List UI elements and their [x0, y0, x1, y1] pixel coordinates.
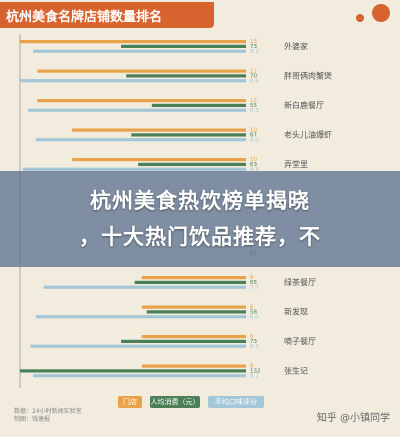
- bar-series-2: [131, 133, 246, 137]
- category-label: 老头儿油爆虾: [284, 130, 332, 140]
- source-line-2: 制图：钱塘报: [14, 416, 51, 423]
- bar-value-label: 8.3: [250, 108, 259, 114]
- headline-overlay: 杭州美食热饮榜单揭晓 ，十大热门饮品推荐，不: [0, 171, 400, 267]
- bar-value-label: 63: [250, 162, 257, 168]
- bar-series-3: [35, 315, 246, 319]
- bar-series-2: [20, 369, 246, 373]
- headline-line-2: ，十大热门饮品推荐，不: [79, 225, 321, 249]
- category-label: 胖哥俩肉蟹煲: [284, 71, 332, 81]
- bar-series-3: [33, 374, 247, 378]
- bar-series-3: [22, 167, 247, 171]
- bar-value-label: 65: [250, 280, 257, 286]
- category-label: 弄堂里: [284, 159, 308, 169]
- bar-value-label: 6: [250, 305, 254, 311]
- headline-line-1: 杭州美食热饮榜单揭晓: [90, 189, 310, 213]
- bar-value-label: 12: [250, 98, 257, 104]
- bar-value-label: 13: [250, 39, 257, 45]
- bar-series-3: [35, 138, 246, 142]
- source-note: 数据：24小时新闻实验室 制图：钱塘报: [14, 408, 82, 424]
- bar-series-1: [37, 99, 247, 103]
- category-label: 张生记: [284, 366, 308, 376]
- bar-value-label: 6: [250, 364, 254, 370]
- bar-value-label: 58: [250, 310, 257, 316]
- dot-icon: [372, 4, 390, 22]
- bar-value-label: 10: [250, 128, 257, 134]
- bar-value-label: 73: [250, 339, 257, 345]
- bar-series-2: [121, 339, 246, 343]
- bar-value-label: 8.6: [250, 78, 259, 84]
- bar-value-label: 73: [250, 44, 257, 50]
- legend-item-stores: 门店: [118, 396, 142, 408]
- bar-series-3: [33, 49, 247, 53]
- bar-value-label: 8.1: [250, 373, 259, 379]
- bar-series-2: [134, 280, 246, 284]
- bar-value-label: 132: [250, 369, 261, 375]
- bar-series-3: [43, 285, 247, 289]
- bar-series-1: [37, 69, 247, 73]
- bar-series-1: [72, 128, 247, 132]
- bar-series-2: [138, 162, 246, 166]
- bar-value-label: 8.0: [250, 137, 259, 143]
- source-line-1: 数据：24小时新闻实验室: [14, 408, 82, 415]
- bar-series-3: [27, 108, 246, 112]
- bar-value-label: 10: [250, 157, 257, 163]
- bar-value-label: 6: [250, 275, 254, 281]
- chart-legend: 门店 人均消费（元） 平均口味评分: [118, 396, 278, 410]
- bar-series-2: [126, 74, 246, 78]
- bar-value-label: 8.1: [250, 49, 259, 55]
- bar-series-1: [20, 40, 246, 44]
- bar-value-label: 12: [250, 69, 257, 75]
- category-label: 外婆家: [284, 41, 308, 51]
- bar-value-label: 67: [250, 133, 257, 139]
- watermark: 知乎 @小镇同学: [316, 413, 390, 424]
- category-label: 新发现: [284, 307, 308, 317]
- bar-value-label: 55: [250, 103, 257, 109]
- category-label: 绿茶餐厅: [284, 277, 316, 287]
- bar-series-3: [20, 79, 246, 83]
- bar-value-label: 8.2: [250, 344, 259, 350]
- bar-series-1: [141, 276, 246, 280]
- bar-series-2: [146, 310, 246, 314]
- dot-icon: [356, 14, 364, 22]
- bar-value-label: 70: [250, 74, 257, 80]
- decorative-dots: [352, 2, 392, 28]
- bar-value-label: 8.5: [250, 167, 259, 173]
- bar-series-1: [141, 305, 246, 309]
- bar-value-label: 8.0: [250, 314, 259, 320]
- category-label: 嘀子餐厅: [284, 336, 316, 346]
- bar-series-2: [121, 44, 246, 48]
- legend-item-taste-score: 平均口味评分: [208, 396, 264, 408]
- bar-series-1: [141, 335, 246, 339]
- bar-series-1: [141, 364, 246, 368]
- chart-title-text: 杭州美食名牌店铺数量排名: [6, 9, 163, 25]
- bar-value-label: 7.7: [250, 285, 259, 291]
- bar-value-label: 6: [250, 334, 254, 340]
- bar-series-3: [30, 344, 246, 348]
- category-label: 新白鹿餐厅: [284, 100, 324, 110]
- chart-title: 杭州美食名牌店铺数量排名: [0, 2, 214, 28]
- bar-series-2: [151, 103, 246, 107]
- legend-item-avg-spend: 人均消费（元）: [150, 396, 200, 408]
- bar-series-1: [72, 158, 247, 162]
